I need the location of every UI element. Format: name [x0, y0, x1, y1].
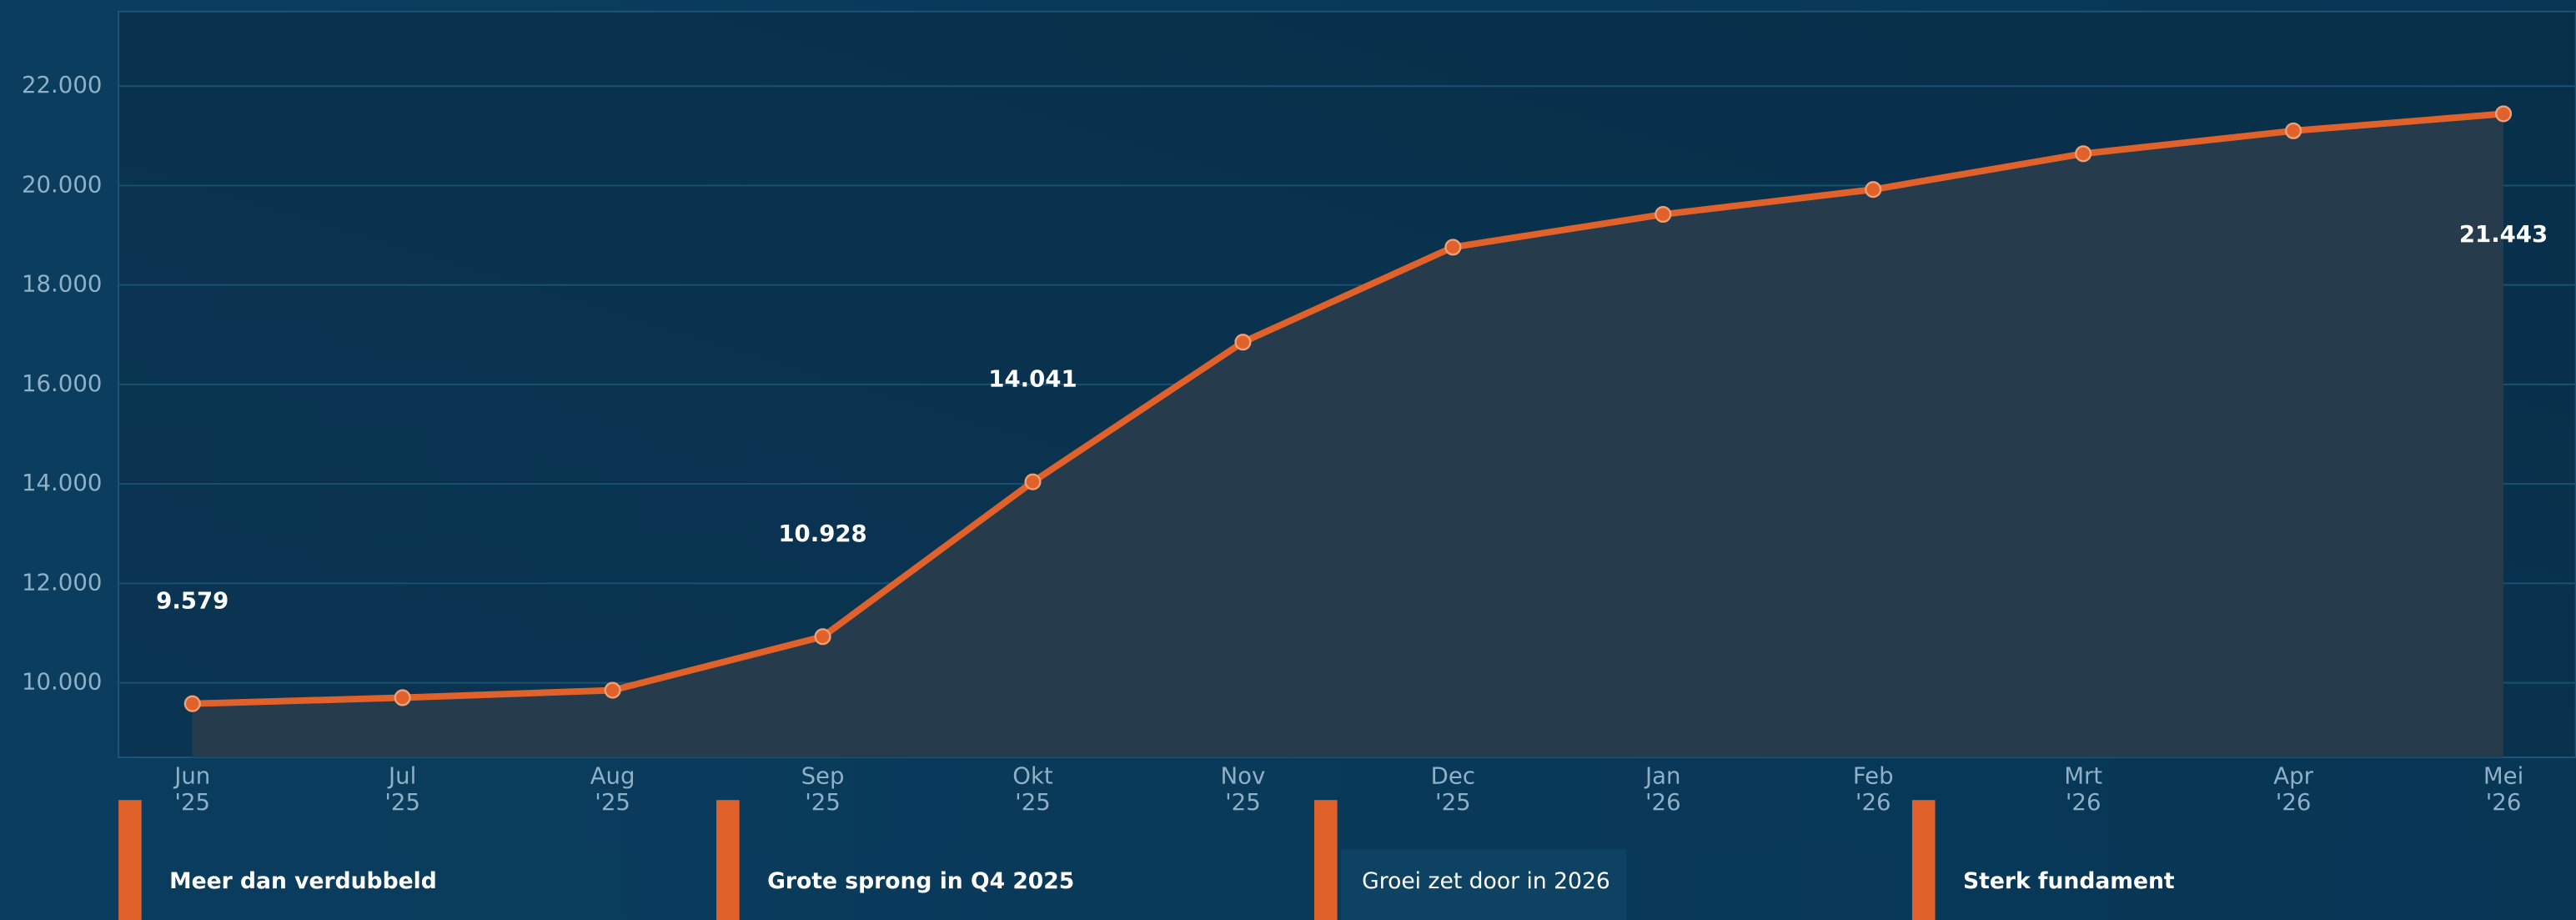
x-tick-label: '25: [1225, 788, 1261, 816]
card-title: Groei zet door in 2026: [1362, 868, 1610, 894]
point: [394, 689, 411, 706]
value-label: 9.579: [156, 587, 228, 615]
y-tick-label: 20.000: [22, 170, 102, 198]
x-tick-label: '25: [174, 788, 210, 816]
y-tick-label: 14.000: [22, 469, 102, 496]
x-tick-label: '25: [595, 788, 630, 816]
x-tick-label: '26: [2276, 788, 2312, 816]
x-tick-label: Jul: [387, 762, 416, 790]
x-tick-label: '25: [805, 788, 841, 816]
card-highlight: [1340, 849, 1627, 920]
x-tick-label: '26: [1855, 788, 1891, 816]
y-tick-label: 12.000: [22, 568, 102, 596]
x-tick-label: Mrt: [2064, 762, 2102, 790]
value-label: 10.928: [778, 520, 866, 547]
card-accent: [1911, 800, 1936, 920]
card-accent: [118, 800, 142, 920]
y-tick-label: 22.000: [22, 71, 102, 98]
x-tick-label: Okt: [1012, 762, 1053, 790]
point: [183, 695, 201, 712]
x-tick-label: '26: [1645, 788, 1681, 816]
y-tick-label: 16.000: [22, 370, 102, 397]
line: [192, 110, 2504, 707]
x-tick-label: '25: [1015, 788, 1051, 816]
card-accent: [1314, 800, 1338, 920]
cards: Meer dan verdubbeld Grote sprong in Q4 20…: [118, 800, 2175, 920]
x-tick-label: '25: [1435, 788, 1471, 816]
card-title: Meer dan verdubbeld: [169, 868, 437, 894]
y-tick-label: 18.000: [22, 270, 102, 298]
area: [192, 113, 2504, 758]
point: [1865, 181, 1882, 199]
point: [1655, 205, 1672, 224]
value-label: 14.041: [988, 365, 1077, 393]
point: [2075, 145, 2092, 163]
point: [604, 681, 621, 699]
x-tick-label: '26: [2066, 788, 2101, 816]
card-accent: [716, 800, 740, 920]
point: [1024, 473, 1042, 490]
x-tick-label: Aug: [590, 762, 635, 790]
card-title: Grote sprong in Q4 2025: [767, 868, 1074, 894]
x-tick-label: '25: [384, 788, 420, 816]
point: [1234, 334, 1252, 351]
x-tick-label: Jun: [173, 762, 210, 790]
y-tick-label: 10.000: [22, 668, 102, 696]
x-tick-label: Sep: [801, 762, 845, 790]
point: [2285, 122, 2302, 139]
point: [814, 628, 831, 646]
x-tick-label: Mei: [2483, 762, 2523, 790]
x-tick-label: Dec: [1431, 762, 1475, 790]
value-label: 21.443: [2459, 220, 2548, 248]
x-tick-label: Nov: [1221, 762, 1266, 790]
x-tick-label: Feb: [1853, 762, 1894, 790]
card-title: Sterk fundament: [1963, 868, 2175, 894]
point: [2494, 105, 2513, 123]
x-tick-label: Apr: [2273, 762, 2313, 790]
x-tick-label: Jan: [1644, 762, 1681, 790]
x-tick-label: '26: [2486, 788, 2522, 816]
point: [1444, 239, 1462, 256]
